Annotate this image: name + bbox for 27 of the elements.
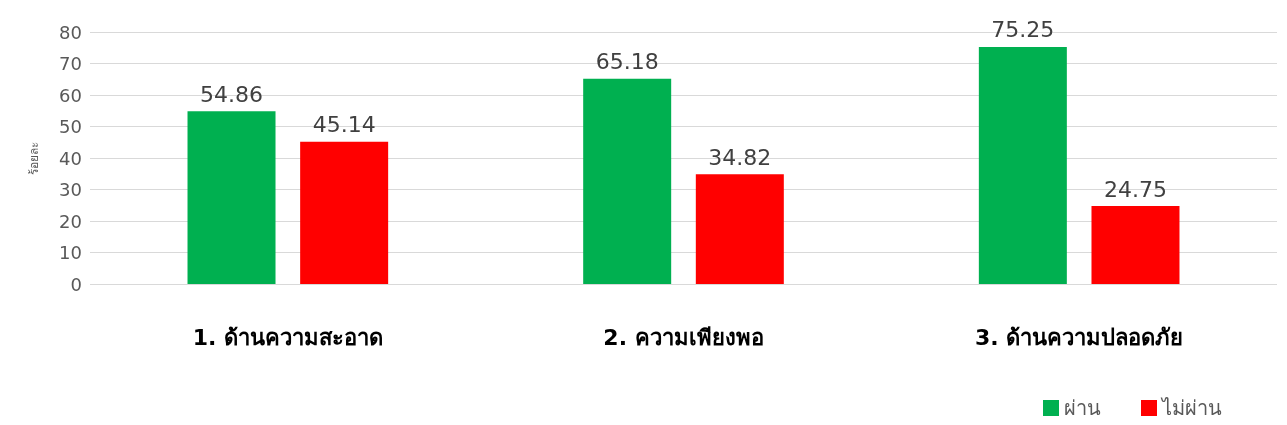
bar [187,111,276,284]
data-label: 54.86 [200,81,264,107]
data-label: 75.25 [991,17,1055,43]
y-tick-label: 20 [59,210,82,232]
bar [300,141,389,284]
y-tick-label: 10 [59,242,82,263]
bar [978,46,1067,284]
x-tick-label: 3. ด้านความปลอดภัย [975,324,1184,350]
y-axis-title: ร้อยละ [27,141,41,175]
y-tick-label: 60 [59,84,82,106]
y-tick-label: 80 [59,21,82,43]
data-label: 34.82 [708,144,772,170]
bar [695,174,784,284]
y-tick-label: 0 [70,273,82,295]
data-label: 45.14 [312,112,376,138]
bar [583,78,672,284]
data-label: 24.75 [1103,176,1167,202]
y-tick-label: 50 [59,116,82,137]
x-tick-label: 1. ด้านความสะอาด [192,324,383,350]
legend-label: ไม่ผ่าน [1160,396,1222,420]
legend-label: ผ่าน [1064,396,1101,420]
y-tick-label: 40 [59,147,82,169]
y-tick-label: 30 [59,179,82,200]
data-label: 65.18 [595,49,659,75]
y-tick-label: 70 [59,53,82,74]
bar [1091,206,1180,284]
x-tick-label: 2. ความเพียงพอ [603,324,764,350]
